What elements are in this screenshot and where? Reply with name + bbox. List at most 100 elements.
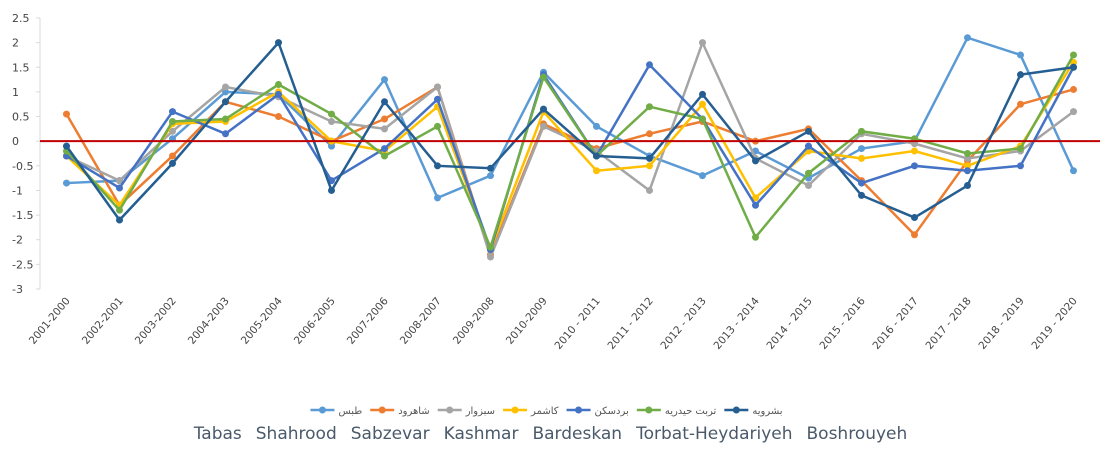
y-tick-label: 1.5 [12,61,30,74]
legend-marker [318,406,326,414]
data-point [964,167,971,175]
data-point [169,159,176,167]
data-point [328,186,335,194]
data-point [805,182,812,190]
data-point [487,164,494,172]
series [63,58,1077,254]
data-point [116,177,123,185]
data-point [1017,71,1024,79]
data-point [169,152,176,160]
data-point [1070,85,1077,93]
data-point [116,216,123,224]
data-point [699,39,706,47]
legend-translation-label: Shahrood [255,424,337,444]
data-point [169,108,176,116]
data-point [699,172,706,180]
x-tick-label: 2005-2004 [239,295,285,347]
data-point [646,162,653,170]
data-point [381,125,388,133]
series-line [65,54,1075,251]
series [63,61,1077,254]
x-tick-label: 2017 - 2018 [924,295,974,352]
legend-item: سبزوار [437,406,495,417]
legend-label: تربت حیدریه [665,406,717,417]
data-point [222,115,229,123]
data-point [1070,58,1077,66]
data-point [381,76,388,84]
data-point [964,34,971,42]
data-point [487,243,494,251]
data-point [381,115,388,123]
data-point [116,184,123,192]
data-point [1070,167,1077,175]
data-point [1017,51,1024,59]
x-tick-label: 2007-2006 [345,295,391,347]
data-point [1070,108,1077,116]
data-point [752,201,759,209]
legend-item: بردسکن [566,406,629,417]
legend-marker [511,406,519,414]
data-point [540,105,547,113]
data-point [858,179,865,187]
data-point [911,214,918,222]
data-point [805,142,812,150]
data-point [858,145,865,153]
data-point [964,162,971,170]
data-point [858,191,865,199]
data-point [699,90,706,98]
data-point [593,167,600,175]
x-tick-label: 2006-2005 [292,295,338,347]
series-line [65,85,1074,259]
x-tick-label: 2003-2002 [133,295,179,347]
legend-translation-label: Kashmar [443,424,519,444]
legend-marker [446,406,454,414]
x-tick-label: 2001-2000 [27,295,73,347]
data-point [540,122,547,130]
legend-marker [378,406,386,414]
data-point [434,95,441,103]
data-point [487,253,494,261]
data-point [858,154,865,162]
data-point [646,103,653,111]
data-point [964,150,971,157]
legend-translation-label: Torbat-Heydariyeh [636,424,793,444]
data-point [275,39,282,47]
data-point [593,152,600,160]
data-point [328,110,335,118]
x-tick-label: 2010-2009 [504,295,550,347]
series [63,83,1077,259]
legend: طبس شاهرود سبزوار کاشمر بردسکن تربت حیدریه بشر… [310,406,783,417]
legend-translation-label: Sabzevar [350,424,430,444]
data-point [1070,63,1077,71]
series [63,39,1077,224]
y-tick-label: -2.5 [12,258,33,271]
data-point [911,147,918,155]
data-point [593,122,600,130]
y-tick-label: 0.5 [12,111,30,124]
legend-label: سبزوار [465,406,495,417]
data-point [487,172,494,180]
data-point [381,98,388,106]
legend-marker [645,406,653,414]
series-line [65,40,1074,222]
series-line [65,61,1075,254]
data-point [63,110,70,118]
x-tick-label: 2004-2003 [186,295,232,347]
legend-translation: Tabas Shahrood Sabzevar Kashmar Bardeskan Tor… [0,424,1101,444]
legend-marker [575,406,583,414]
data-point [275,90,282,98]
x-tick-label: 2002-2001 [80,295,126,347]
legend-label: طبس [338,406,362,417]
data-point [646,186,653,194]
data-point [434,83,441,91]
legend-translation-label: Tabas [193,424,242,444]
data-point [752,157,759,165]
data-point [964,182,971,190]
x-tick-label: 2011 - 2012 [606,295,656,352]
legend-translation-label: Boshrouyeh [806,424,908,444]
x-tick-label: 2009-2008 [451,295,497,347]
x-tick-label: 2018 - 2019 [977,295,1027,352]
data-point [116,206,123,214]
